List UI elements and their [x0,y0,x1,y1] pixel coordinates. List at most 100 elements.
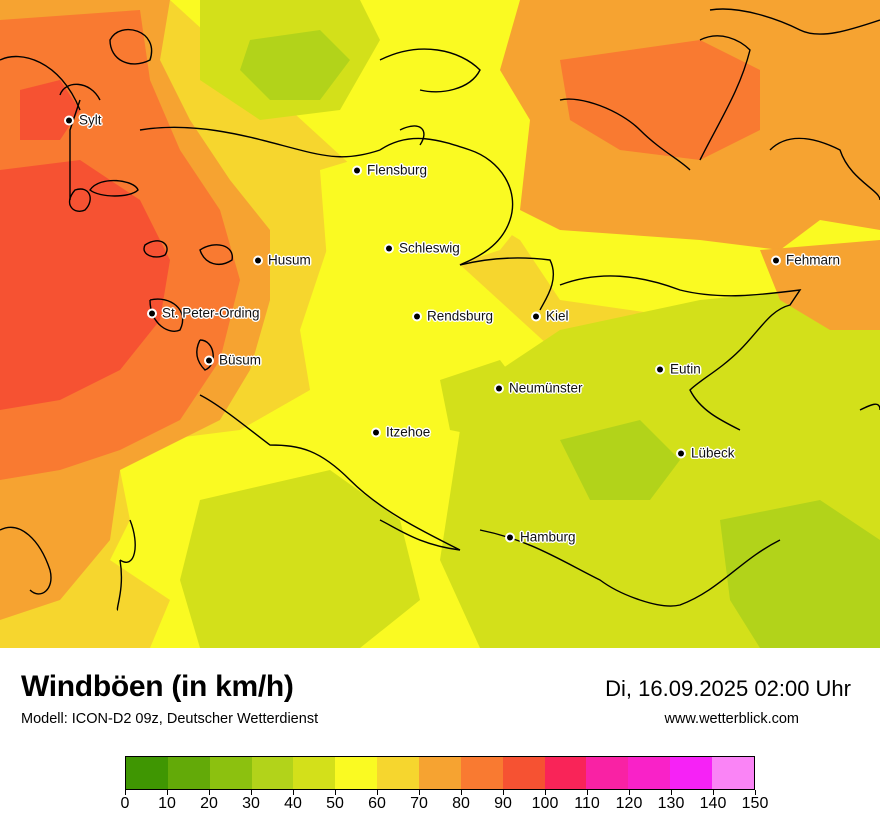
field-50b [320,120,540,300]
city-dot [533,313,539,319]
city-marker: Lübeck [678,446,735,461]
legend-swatch [544,757,587,789]
legend-tick [124,790,126,795]
city-marker: Hamburg [507,530,576,545]
legend-labels: 0 10 20 30 40 50 60 70 80 90 100 110 120 130 140 150 [121,795,769,815]
field-90-west [0,160,170,410]
coastlines [0,8,880,611]
legend-tick-label: 30 [242,795,260,812]
city-marker: Sylt [66,113,102,128]
legend-tick-label: 120 [615,795,643,812]
legend-tick-label: 40 [284,795,302,812]
city-label: Eutin [670,361,701,377]
field-90-small [20,80,80,140]
legend-swatch [126,757,168,789]
city-label: Kiel [546,308,569,324]
legend-tick [166,790,168,795]
legend-tick-label: 130 [657,795,685,812]
legend-swatch [586,757,629,789]
city-marker: Itzehoe [373,425,430,440]
city-dot [206,357,212,363]
city-label: Itzehoe [386,424,431,440]
forecast-datetime: Di, 16.09.2025 02:00 Uhr [605,676,851,701]
legend-swatch [167,757,210,789]
legend-tick [628,790,630,795]
legend-tick [670,790,672,795]
legend-swatch [251,757,294,789]
city-dot [773,257,779,263]
city-dot [657,366,663,372]
legend-swatch [419,757,461,789]
website-credit: www.wetterblick.com [664,711,799,727]
city-marker: Rendsburg [414,309,493,324]
legend-swatch [628,757,671,789]
legend-tick-label: 110 [574,795,600,812]
legend-swatch [335,757,378,789]
legend-ticks [124,790,756,796]
legend-tick-label: 80 [452,795,470,812]
legend-tick-label: 50 [326,795,344,812]
legend-tick [502,790,504,795]
field-30-a [240,30,350,100]
legend-tick [250,790,252,795]
legend-swatch [670,757,713,789]
city-marker: Büsum [206,353,261,368]
city-dot [386,245,392,251]
legend-tick-label: 0 [120,795,130,812]
legend-tick-label: 70 [410,795,428,812]
city-label: Schleswig [399,240,460,256]
city-label: Fehmarn [786,252,841,268]
legend-tick-label: 60 [368,795,386,812]
wind-gust-map: Sylt Flensburg Schleswig Husum Fehmarn S… [0,0,880,648]
city-dot [496,385,502,391]
city-dot [414,313,420,319]
map-title: Windböen (in km/h) [21,670,294,703]
legend-tick-label: 10 [158,795,176,812]
legend-tick [292,790,294,795]
legend-swatch [460,757,503,789]
city-marker: Husum [255,253,311,268]
city-marker: St. Peter-Ording [149,306,260,321]
city-label: Lübeck [691,445,735,461]
city-dot [373,429,379,435]
legend-tick [544,790,546,795]
city-dot [354,167,360,173]
city-dot [507,534,513,540]
legend-tick-label: 100 [531,795,559,812]
legend-tick [712,790,714,795]
legend-swatch [712,757,754,789]
legend-tick [460,790,462,795]
city-dot [149,310,155,316]
legend-tick [754,790,756,795]
city-dot [66,117,72,123]
field-40-mid [440,360,530,440]
field-30-c [560,420,680,500]
field-80-east [560,40,760,160]
city-label: Husum [268,252,311,268]
city-label: Sylt [79,112,102,128]
legend-tick [586,790,588,795]
legend-tick [334,790,336,795]
legend-tick [376,790,378,795]
field-70-fehmarn [760,240,880,330]
city-label: Büsum [219,352,262,368]
city-marker: Flensburg [354,163,427,178]
legend-tick [418,790,420,795]
city-marker: Eutin [657,362,701,377]
city-label: Neumünster [509,380,583,396]
color-scale-legend [125,756,755,790]
city-marker: Schleswig [386,241,460,256]
legend-swatch [377,757,420,789]
city-label: Rendsburg [427,308,494,324]
city-marker: Kiel [533,309,569,324]
city-marker: Fehmarn [773,253,840,268]
legend-tick-label: 20 [200,795,218,812]
model-info: Modell: ICON-D2 09z, Deutscher Wetterdie… [21,711,319,727]
legend-tick-label: 150 [741,795,769,812]
city-dot [255,257,261,263]
legend-tick-label: 140 [699,795,727,812]
legend-swatch [209,757,252,789]
city-dot [678,450,684,456]
field-40-south [180,470,420,648]
legend-tick-label: 90 [494,795,512,812]
